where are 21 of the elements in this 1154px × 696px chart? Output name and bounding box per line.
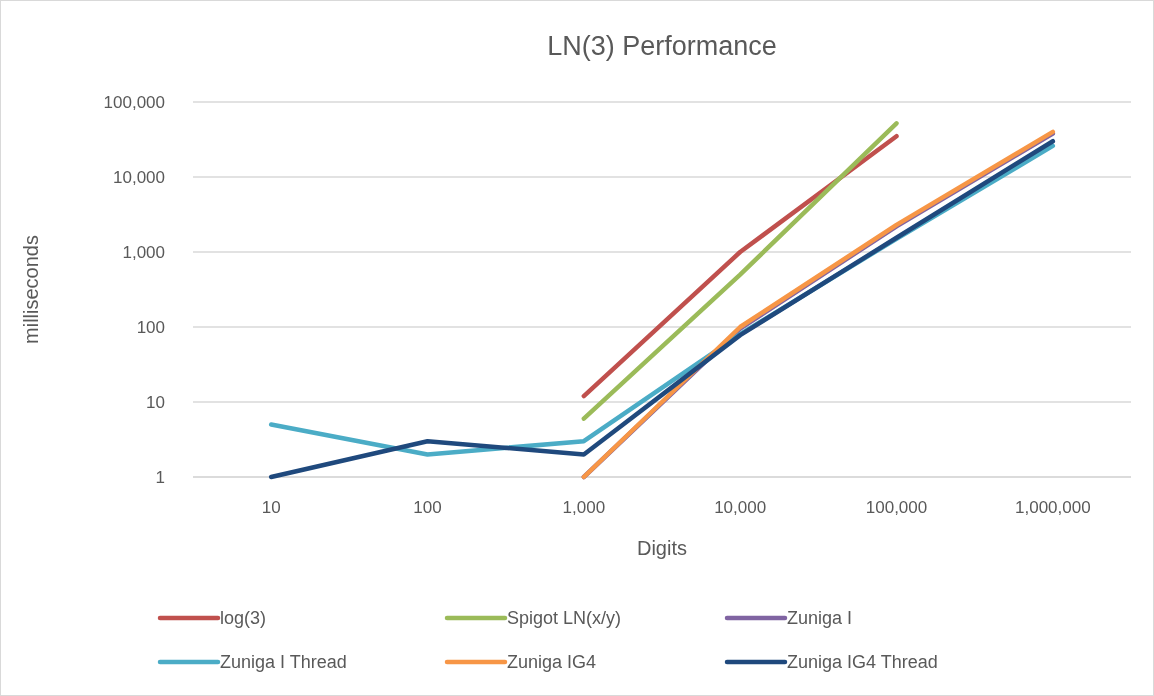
x-tick-label: 10 [261,498,281,517]
x-tick-label: 10,000 [714,498,767,517]
x-tick-label: 100 [413,498,442,517]
legend-label: Zuniga I [787,608,853,628]
legend-label: log(3) [220,608,267,628]
legend-label: Spigot LN(x/y) [507,608,622,628]
x-tick-label: 1,000,000 [1015,498,1091,517]
legend-label: Zuniga IG4 Thread [787,652,938,672]
x-tick-label: 1,000 [562,498,606,517]
legend-label: Zuniga IG4 [507,652,597,672]
x-tick-label: 100,000 [865,498,928,517]
y-axis-title: milliseconds [20,235,42,344]
y-tick-label: 1,000 [122,243,165,262]
y-tick-label: 10 [146,393,165,412]
y-tick-label: 10,000 [113,168,165,187]
y-tick-label: 100,000 [103,93,165,112]
y-tick-label: 1 [155,468,165,487]
legend-label: Zuniga I Thread [220,652,347,672]
x-axis-title: Digits [636,537,688,559]
chart-title: LN(3) Performance [547,31,777,61]
y-tick-label: 100 [136,318,165,337]
